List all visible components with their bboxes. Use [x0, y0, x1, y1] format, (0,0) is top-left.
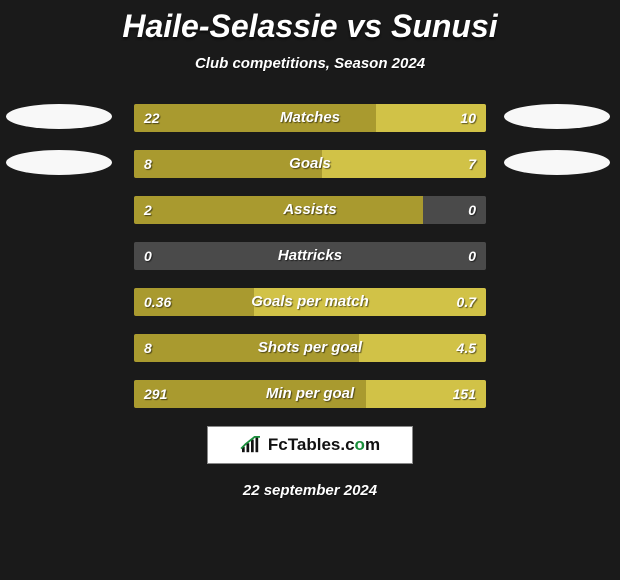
page-subtitle: Club competitions, Season 2024 — [0, 55, 620, 72]
stat-label: Hattricks — [134, 242, 486, 270]
stat-row: 00Hattricks — [134, 242, 486, 270]
stat-label: Assists — [134, 196, 486, 224]
stat-row: 0.360.7Goals per match — [134, 288, 486, 316]
stat-row: 20Assists — [134, 196, 486, 224]
page-title: Haile-Selassie vs Sunusi — [0, 0, 620, 45]
left-player-photo — [6, 150, 112, 175]
bar-chart-icon — [240, 436, 262, 454]
right-player-photo — [504, 150, 610, 175]
stats-bars: 2210Matches 87Goals 20Assists 00Hattricks 0.… — [134, 104, 486, 408]
left-player-photo — [6, 104, 112, 129]
stat-row: 84.5Shots per goal — [134, 334, 486, 362]
stat-label: Min per goal — [134, 380, 486, 408]
stat-row: 87Goals — [134, 150, 486, 178]
stat-label: Goals per match — [134, 288, 486, 316]
stat-label: Matches — [134, 104, 486, 132]
stat-row: 2210Matches — [134, 104, 486, 132]
date-label: 22 september 2024 — [0, 482, 620, 499]
branding-text: FcTables.com — [268, 435, 380, 455]
stat-row: 291151Min per goal — [134, 380, 486, 408]
stat-label: Goals — [134, 150, 486, 178]
right-player-photo — [504, 104, 610, 129]
branding-badge[interactable]: FcTables.com — [207, 426, 413, 464]
stat-label: Shots per goal — [134, 334, 486, 362]
